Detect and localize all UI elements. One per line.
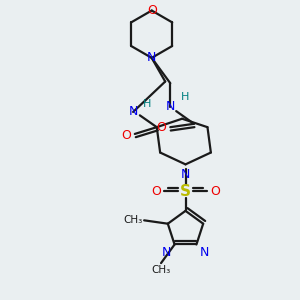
Text: H: H <box>181 92 190 102</box>
Text: O: O <box>151 185 161 198</box>
Text: O: O <box>147 4 157 17</box>
Text: N: N <box>162 246 171 259</box>
Text: N: N <box>200 246 209 259</box>
Text: S: S <box>180 184 191 199</box>
Text: N: N <box>181 168 190 181</box>
Text: N: N <box>147 51 156 64</box>
Text: O: O <box>156 121 166 134</box>
Text: O: O <box>122 129 131 142</box>
Text: H: H <box>142 98 151 109</box>
Text: CH₃: CH₃ <box>123 215 142 225</box>
Text: N: N <box>166 100 175 113</box>
Text: N: N <box>128 106 138 118</box>
Text: CH₃: CH₃ <box>152 265 171 275</box>
Text: O: O <box>210 185 220 198</box>
